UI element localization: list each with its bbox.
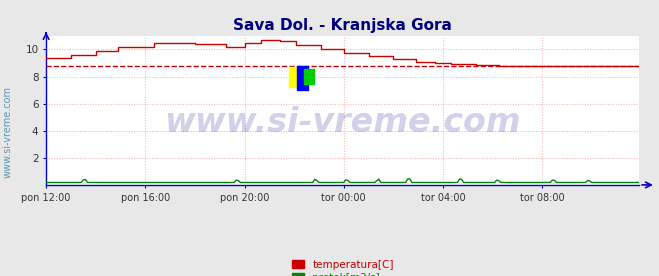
Title: Sava Dol. - Kranjska Gora: Sava Dol. - Kranjska Gora [233, 18, 452, 33]
Bar [297, 66, 308, 89]
Text: www.si-vreme.com: www.si-vreme.com [3, 86, 13, 179]
Text: www.si-vreme.com: www.si-vreme.com [164, 106, 521, 139]
Legend: temperatura[C], pretok[m3/s]: temperatura[C], pretok[m3/s] [287, 256, 398, 276]
Bar [289, 67, 302, 87]
Bar [304, 69, 314, 84]
